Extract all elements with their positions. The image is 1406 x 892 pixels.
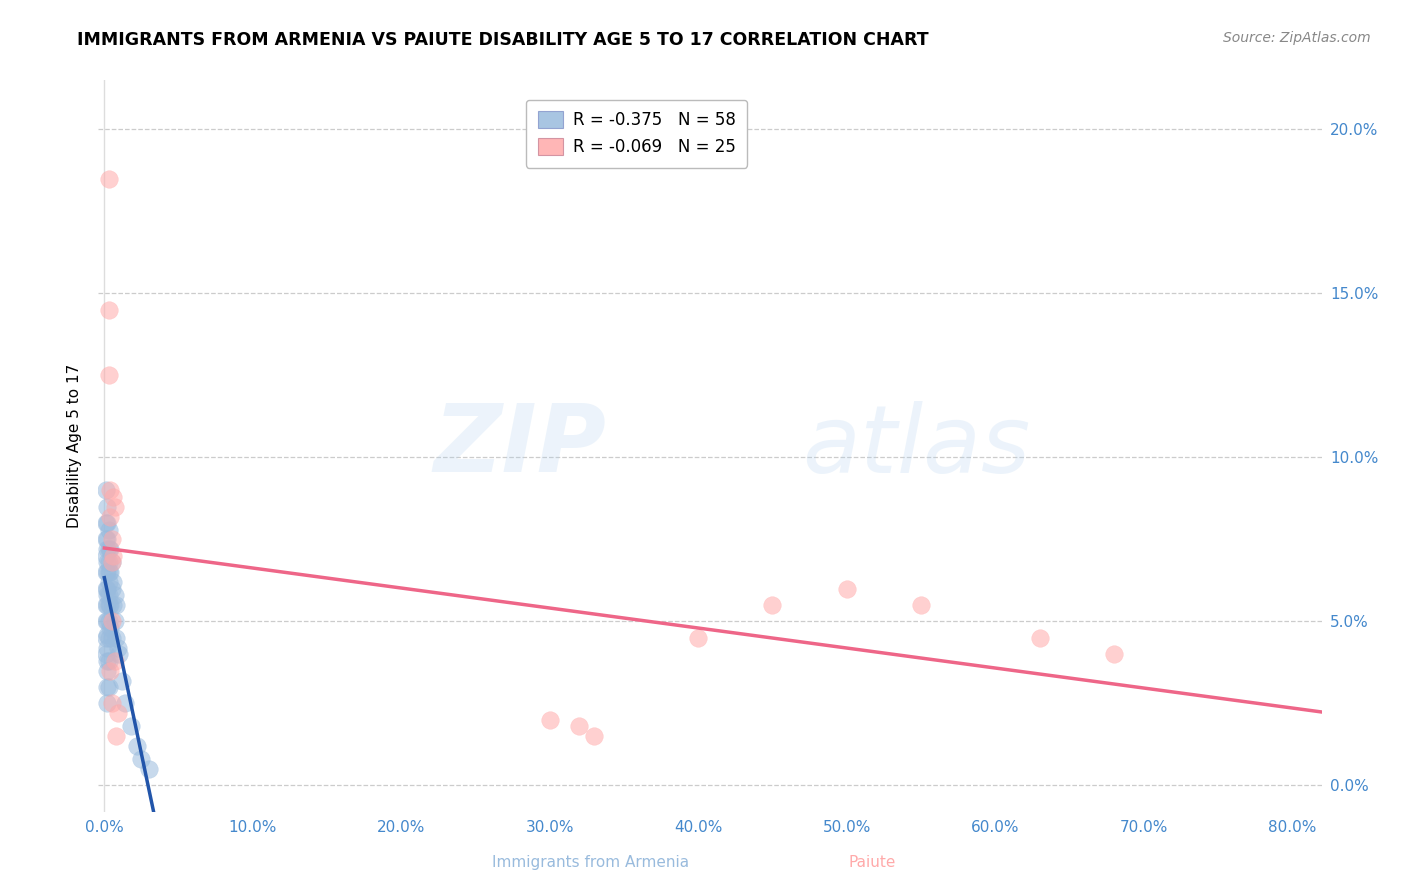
Point bbox=[97, 588, 120, 602]
Point bbox=[96, 654, 118, 668]
Y-axis label: Disability Age 5 to 17: Disability Age 5 to 17 bbox=[67, 364, 83, 528]
Point bbox=[96, 615, 118, 629]
Point bbox=[96, 664, 118, 678]
Point bbox=[96, 697, 118, 711]
Point bbox=[94, 615, 117, 629]
Point bbox=[101, 556, 124, 570]
Text: ZIP: ZIP bbox=[433, 400, 606, 492]
Point bbox=[111, 673, 134, 688]
Point bbox=[97, 654, 120, 668]
Point bbox=[96, 598, 118, 612]
Point bbox=[94, 598, 117, 612]
Point bbox=[138, 762, 160, 776]
Point bbox=[97, 523, 120, 537]
Point bbox=[568, 719, 591, 733]
Point bbox=[1028, 631, 1050, 645]
Point bbox=[125, 739, 148, 753]
Point bbox=[96, 582, 118, 596]
Point bbox=[107, 640, 129, 655]
Point bbox=[94, 647, 117, 661]
Point bbox=[105, 729, 128, 743]
Text: atlas: atlas bbox=[801, 401, 1031, 491]
Point bbox=[120, 719, 142, 733]
Point bbox=[107, 706, 129, 721]
Point bbox=[98, 664, 121, 678]
Point bbox=[94, 549, 117, 563]
Point bbox=[104, 588, 127, 602]
Point bbox=[97, 575, 120, 590]
Point bbox=[96, 500, 118, 514]
Point bbox=[98, 483, 121, 498]
Point bbox=[97, 680, 120, 694]
Point bbox=[96, 516, 118, 530]
Point bbox=[103, 490, 125, 504]
Point bbox=[688, 631, 710, 645]
Point bbox=[96, 566, 118, 580]
Point bbox=[538, 713, 561, 727]
Point bbox=[97, 631, 120, 645]
Point bbox=[108, 647, 131, 661]
Point bbox=[97, 368, 120, 383]
Point bbox=[1102, 647, 1125, 661]
Point bbox=[97, 542, 120, 557]
Point bbox=[131, 752, 153, 766]
Point bbox=[94, 566, 117, 580]
Point bbox=[835, 582, 858, 596]
Point bbox=[94, 533, 117, 547]
Point bbox=[94, 631, 117, 645]
Point bbox=[101, 533, 124, 547]
Point bbox=[96, 588, 118, 602]
Point bbox=[761, 598, 783, 612]
Point bbox=[96, 556, 118, 570]
Point bbox=[98, 598, 121, 612]
Point bbox=[98, 542, 121, 557]
Point bbox=[96, 533, 118, 547]
Point bbox=[101, 631, 124, 645]
Point bbox=[94, 582, 117, 596]
Point bbox=[96, 627, 118, 641]
Point bbox=[104, 500, 127, 514]
Point bbox=[583, 729, 606, 743]
Point bbox=[103, 575, 125, 590]
Text: Immigrants from Armenia: Immigrants from Armenia bbox=[492, 855, 689, 870]
Point bbox=[104, 654, 127, 668]
Point bbox=[114, 697, 136, 711]
Point bbox=[97, 615, 120, 629]
Point bbox=[96, 640, 118, 655]
Point bbox=[94, 483, 117, 498]
Point bbox=[96, 542, 118, 557]
Point bbox=[910, 598, 932, 612]
Point bbox=[103, 549, 125, 563]
Text: Paiute: Paiute bbox=[848, 855, 896, 870]
Text: IMMIGRANTS FROM ARMENIA VS PAIUTE DISABILITY AGE 5 TO 17 CORRELATION CHART: IMMIGRANTS FROM ARMENIA VS PAIUTE DISABI… bbox=[77, 31, 929, 49]
Point bbox=[101, 556, 124, 570]
Point bbox=[101, 697, 124, 711]
Point bbox=[97, 302, 120, 317]
Point bbox=[101, 582, 124, 596]
Point bbox=[101, 615, 124, 629]
Legend: R = -0.375   N = 58, R = -0.069   N = 25: R = -0.375 N = 58, R = -0.069 N = 25 bbox=[526, 100, 747, 168]
Point bbox=[104, 615, 127, 629]
Point bbox=[97, 171, 120, 186]
Point bbox=[98, 509, 121, 524]
Point bbox=[105, 631, 128, 645]
Point bbox=[103, 598, 125, 612]
Point bbox=[94, 516, 117, 530]
Point bbox=[97, 598, 120, 612]
Text: Source: ZipAtlas.com: Source: ZipAtlas.com bbox=[1223, 31, 1371, 45]
Point bbox=[98, 621, 121, 635]
Point bbox=[97, 556, 120, 570]
Point bbox=[98, 566, 121, 580]
Point bbox=[96, 680, 118, 694]
Point bbox=[105, 598, 128, 612]
Point bbox=[97, 566, 120, 580]
